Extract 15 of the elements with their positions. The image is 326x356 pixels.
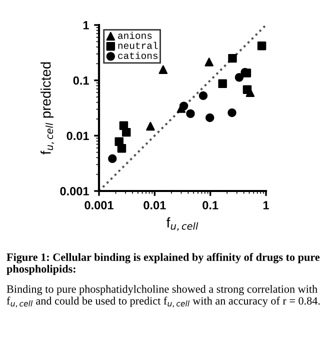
- y-tick-label: 1: [83, 21, 89, 30]
- legend-label: neutral: [118, 42, 158, 49]
- y-tick-label: 0.001: [60, 187, 89, 196]
- y-tick-label: 0.1: [73, 76, 89, 85]
- legend-label: anions: [118, 32, 152, 39]
- x-axis-title: f$_{u,cell}$: [166, 217, 198, 231]
- x-tick-label: 0.01: [144, 201, 166, 210]
- y-axis-title: f$_{u,cell}$ predicted: [40, 62, 54, 154]
- x-tick-label: 0.1: [202, 201, 218, 210]
- x-tick-label: 0.001: [84, 201, 114, 210]
- y-tick-label: 0.01: [66, 132, 89, 140]
- text: Binding to pure phosphatidylcholine showed a strong correlation with f$_{u,cell}$ and could be used to predict f$_{u,cell}$ with an accuracy of r = 0.84.: [6, 285, 320, 308]
- caption: Figure 1: Cellular binding is explained by affinity of drugs to pure phospholipids:: [6, 253, 320, 275]
- x-tick-label: 1: [263, 201, 269, 210]
- legend-label: cations: [118, 52, 158, 60]
